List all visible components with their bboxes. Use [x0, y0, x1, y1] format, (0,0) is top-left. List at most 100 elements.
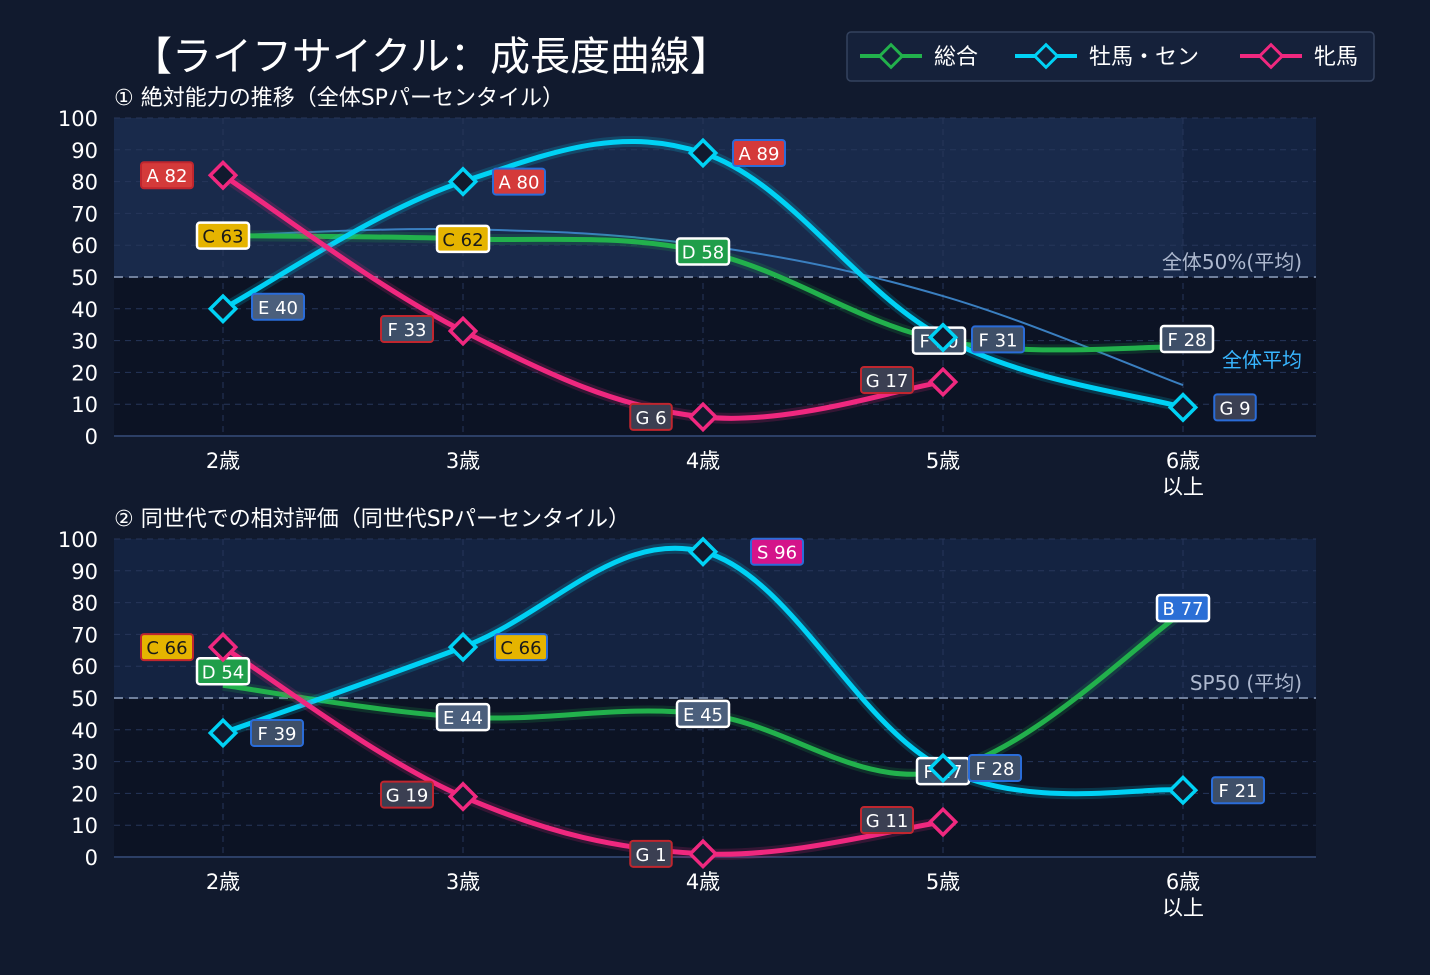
- y-tick-label: 20: [71, 361, 98, 385]
- data-point-marker: [687, 536, 719, 567]
- legend-label: 牝馬: [1314, 45, 1358, 70]
- data-label-box: [1159, 324, 1215, 354]
- data-label: A 80: [499, 173, 540, 194]
- y-tick-label: 100: [58, 528, 98, 552]
- panel-relative: ② 同世代での相対評価（同世代SPパーセンタイル） 0 10 20 30 40 50 60 70…: [58, 507, 1316, 920]
- data-label-box: [968, 753, 1022, 782]
- legend-label: 牡馬・セン: [1089, 45, 1199, 70]
- data-label: G 1: [635, 845, 666, 866]
- data-label-box: [195, 221, 251, 250]
- x-tick-label: 6歳: [1166, 449, 1200, 473]
- data-point-marker: [207, 631, 239, 663]
- data-label: F 33: [388, 320, 427, 341]
- data-point-marker: [687, 401, 719, 433]
- data-label-box: [629, 839, 673, 868]
- data-label: S 96: [757, 543, 797, 564]
- reference-label: SP50 (平均): [1190, 671, 1302, 695]
- data-label: F 31: [979, 330, 1018, 351]
- x-tick-label: 6歳: [1166, 870, 1200, 894]
- data-point-marker: [447, 781, 479, 812]
- data-label-box: [675, 237, 731, 266]
- y-tick-label: 30: [71, 751, 98, 775]
- data-label: E 44: [443, 708, 483, 729]
- plot-area-lower: [114, 277, 1316, 436]
- data-label-box: [1213, 393, 1257, 422]
- y-tick-label: 30: [71, 330, 98, 354]
- data-point-marker: [207, 160, 239, 191]
- data-label-box: [860, 365, 914, 394]
- y-tick-label: 100: [58, 107, 98, 131]
- data-point-marker: [1167, 775, 1199, 806]
- y-tick-label: 80: [71, 171, 98, 195]
- data-label-box: [140, 633, 194, 662]
- data-label-box: [435, 224, 491, 254]
- data-label-box: [860, 806, 914, 835]
- data-label: G 17: [866, 371, 909, 392]
- data-label: F 28: [976, 759, 1015, 780]
- data-point-marker: [1167, 392, 1199, 423]
- legend-marker: [877, 42, 905, 70]
- x-tick-label: 5歳: [926, 449, 960, 473]
- legend-marker: [1032, 42, 1060, 70]
- data-point-marker: [927, 322, 959, 353]
- y-tick-label: 60: [71, 655, 98, 679]
- data-point-marker: [447, 631, 479, 663]
- data-label-box: [492, 167, 546, 196]
- panel-subtitle: ① 絶対能力の推移（全体SPパーセンタイル）: [114, 86, 564, 111]
- y-tick-label: 50: [71, 687, 98, 711]
- x-tick-label: 5歳: [926, 870, 960, 894]
- y-tick-label: 40: [71, 298, 98, 322]
- data-label-box: [971, 325, 1025, 354]
- panel-subtitle: ② 同世代での相対評価（同世代SPパーセンタイル）: [114, 507, 630, 532]
- data-point-marker: [927, 806, 959, 838]
- data-label-box: [140, 161, 194, 190]
- y-tick-label: 90: [71, 139, 98, 163]
- data-label: A 89: [739, 144, 780, 165]
- x-tick-label: 以上: [1162, 896, 1204, 920]
- data-label-box: [435, 702, 491, 732]
- plot-area-upper: [114, 539, 1316, 698]
- data-label: C 62: [442, 230, 483, 251]
- y-tick-label: 10: [71, 393, 98, 417]
- data-label: C 63: [202, 227, 243, 248]
- y-tick-label: 90: [71, 560, 98, 584]
- data-label-box: [732, 138, 786, 167]
- data-label: B 77: [1163, 599, 1204, 620]
- data-label: F 39: [258, 724, 297, 745]
- data-point-marker: [927, 752, 959, 784]
- legend-frame: [846, 31, 1375, 82]
- y-tick-label: 0: [85, 846, 98, 870]
- y-tick-label: 40: [71, 719, 98, 743]
- y-tick-label: 70: [71, 202, 98, 226]
- y-tick-label: 60: [71, 234, 98, 258]
- data-label-box: [1211, 776, 1265, 805]
- data-point-marker: [447, 166, 479, 197]
- data-label-box: [380, 315, 434, 344]
- legend-label: 総合: [934, 45, 978, 70]
- data-point-marker: [447, 315, 479, 347]
- x-tick-label: 3歳: [446, 870, 480, 894]
- data-point-marker: [207, 717, 239, 749]
- legend-marker: [1257, 42, 1285, 70]
- x-tick-label: 4歳: [686, 870, 720, 894]
- average-curve-label: 全体平均: [1222, 348, 1302, 372]
- data-label: E 40: [258, 298, 298, 319]
- y-tick-label: 10: [71, 814, 98, 838]
- x-tick-label: 4歳: [686, 449, 720, 473]
- data-label: G 11: [866, 811, 909, 832]
- x-tick-label: 3歳: [446, 449, 480, 473]
- data-label-box: [494, 633, 548, 662]
- data-label: G 19: [386, 786, 429, 807]
- y-tick-label: 20: [71, 782, 98, 806]
- x-tick-label: 以上: [1162, 475, 1204, 499]
- data-point-marker: [207, 293, 239, 325]
- legend: 総合 牡馬・セン 牝馬: [846, 31, 1375, 82]
- x-tick-label: 2歳: [206, 870, 240, 894]
- data-label: F 28: [1168, 330, 1207, 351]
- data-point-marker: [927, 366, 959, 398]
- series-line: [221, 173, 944, 421]
- data-label-box: [675, 699, 731, 729]
- y-tick-label: 80: [71, 592, 98, 616]
- data-point-marker: [687, 137, 719, 169]
- x-tick-label: 2歳: [206, 449, 240, 473]
